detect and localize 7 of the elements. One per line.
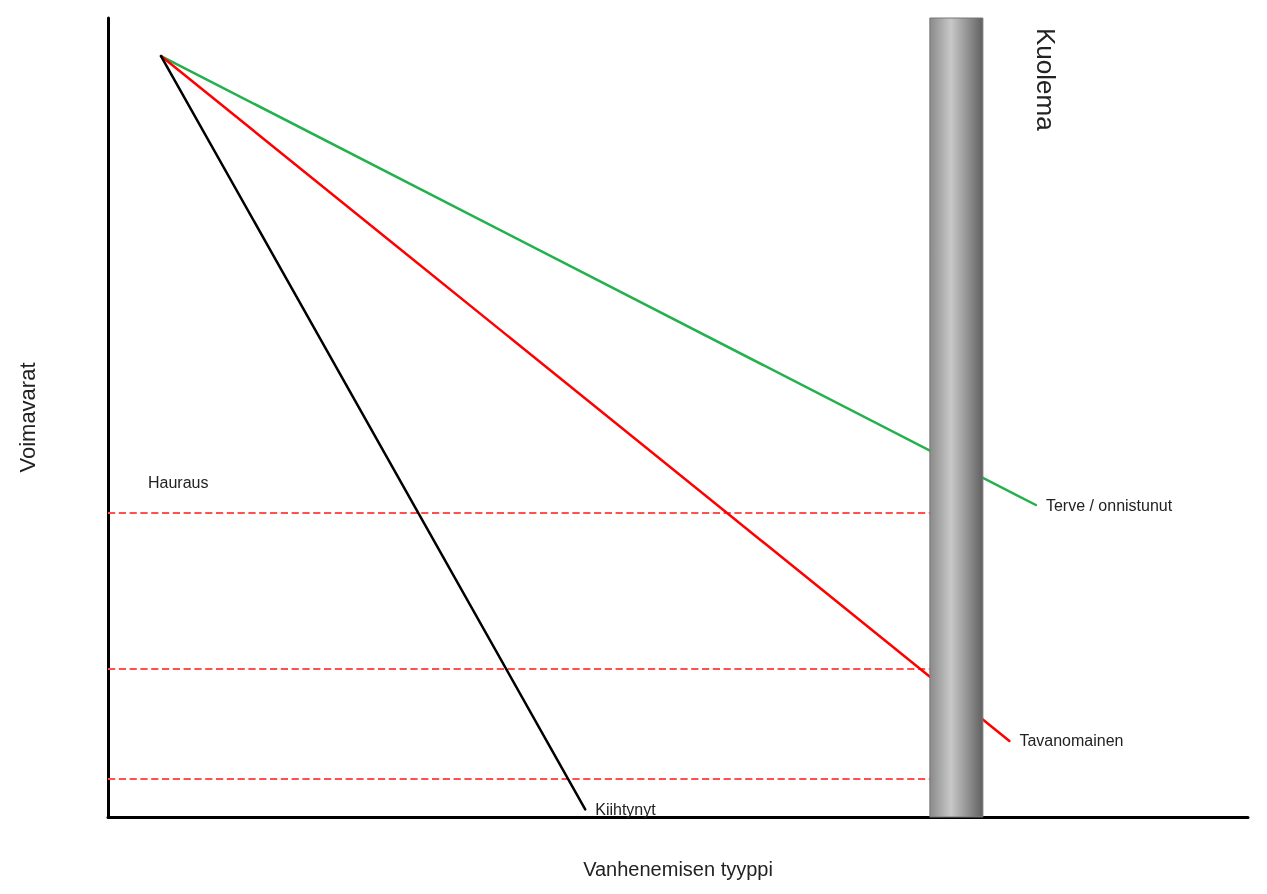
series-label: Tavanomainen: [1019, 732, 1124, 750]
ref-line-label: Hauraus: [148, 474, 209, 492]
y-axis-title: Voimavarat: [14, 362, 40, 473]
annotation: Kuolema: [1030, 28, 1061, 132]
series-label: Terve / onnistunut: [1045, 496, 1173, 514]
series-label: Kiihtynyt: [595, 800, 657, 818]
x-axis-title: Vanhenemisen tyyppi: [583, 858, 773, 880]
